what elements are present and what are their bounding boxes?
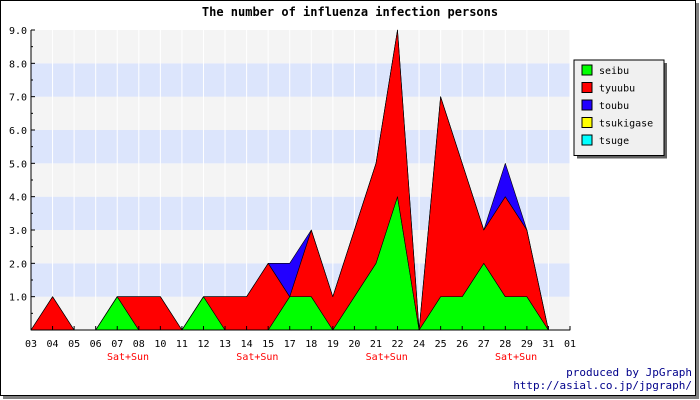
y-tick-label: 4.0 xyxy=(9,193,27,204)
x-tick-label: 21 xyxy=(370,339,382,350)
x-tick-label: 08 xyxy=(133,339,145,350)
x-tick-label: 19 xyxy=(327,339,339,350)
x-tick-label: 07 xyxy=(111,339,123,350)
weekend-label: Sat+Sun xyxy=(366,352,408,363)
plot-band xyxy=(31,63,570,97)
legend: seibu tyuubu toubu tsukigase tsuge xyxy=(573,59,667,159)
x-tick-label: 22 xyxy=(391,339,403,350)
x-tick-label: 13 xyxy=(219,339,231,350)
plot-band xyxy=(31,30,570,64)
x-tick-label: 11 xyxy=(176,339,188,350)
x-tick-label: 14 xyxy=(241,339,253,350)
y-tick-label: 3.0 xyxy=(9,226,27,237)
x-tick-label: 01 xyxy=(564,339,576,350)
legend-label-toubu: toubu xyxy=(599,101,629,112)
y-tick-label: 5.0 xyxy=(9,159,27,170)
legend-swatch-tsukigase xyxy=(581,117,593,128)
legend-swatch-tsuge xyxy=(581,134,593,146)
legend-swatch-seibu xyxy=(581,64,593,76)
x-tick-label: 24 xyxy=(413,339,425,350)
y-tick-label: 2.0 xyxy=(9,259,27,270)
x-tick-label: 12 xyxy=(197,339,209,350)
x-tick-label: 29 xyxy=(521,339,533,350)
y-tick-label: 6.0 xyxy=(9,126,27,137)
legend-label-seibu: seibu xyxy=(599,66,629,77)
x-tick-label: 15 xyxy=(262,339,274,350)
y-tick-label: 9.0 xyxy=(9,26,27,37)
y-tick-label: 8.0 xyxy=(9,59,27,70)
plot-band xyxy=(31,163,570,197)
frame-shadow-bottom xyxy=(3,396,699,399)
plot-band xyxy=(31,130,570,164)
x-tick-label: 20 xyxy=(348,339,360,350)
credit-line-2: http://asial.co.jp/jpgraph/ xyxy=(513,379,692,392)
x-tick-label: 27 xyxy=(478,339,490,350)
legend-label-tsukigase: tsukigase xyxy=(599,119,653,130)
axes: 1.0 2.0 3.0 4.0 5.0 6.0 7.0 8.0 9.0 03 04 05 06 07 08 1… xyxy=(9,26,576,363)
y-tick-label: 1.0 xyxy=(9,293,27,304)
frame-shadow-right xyxy=(696,3,699,399)
legend-label-tsuge: tsuge xyxy=(599,136,629,147)
x-tick-label: 28 xyxy=(499,339,511,350)
weekend-label: Sat+Sun xyxy=(107,352,149,363)
legend-label-tyuubu: tyuubu xyxy=(599,84,635,95)
weekend-label: Sat+Sun xyxy=(236,352,278,363)
legend-swatch-toubu xyxy=(581,99,593,111)
credit-line-1: produced by JpGraph xyxy=(566,366,692,379)
y-tick-label: 7.0 xyxy=(9,93,27,104)
x-tick-label: 10 xyxy=(154,339,166,350)
x-tick-label: 03 xyxy=(25,339,37,350)
x-tick-label: 17 xyxy=(284,339,296,350)
x-tick-label: 25 xyxy=(435,339,447,350)
x-tick-label: 04 xyxy=(47,339,59,350)
weekend-label: Sat+Sun xyxy=(495,352,537,363)
chart-title: The number of influenza infection person… xyxy=(202,5,498,19)
legend-swatch-tyuubu xyxy=(581,82,593,93)
x-tick-label: 26 xyxy=(456,339,468,350)
x-tick-label: 31 xyxy=(542,339,554,350)
x-tick-label: 18 xyxy=(305,339,317,350)
x-tick-label: 06 xyxy=(90,339,102,350)
plot-band xyxy=(31,96,570,130)
x-tick-label: 05 xyxy=(68,339,80,350)
